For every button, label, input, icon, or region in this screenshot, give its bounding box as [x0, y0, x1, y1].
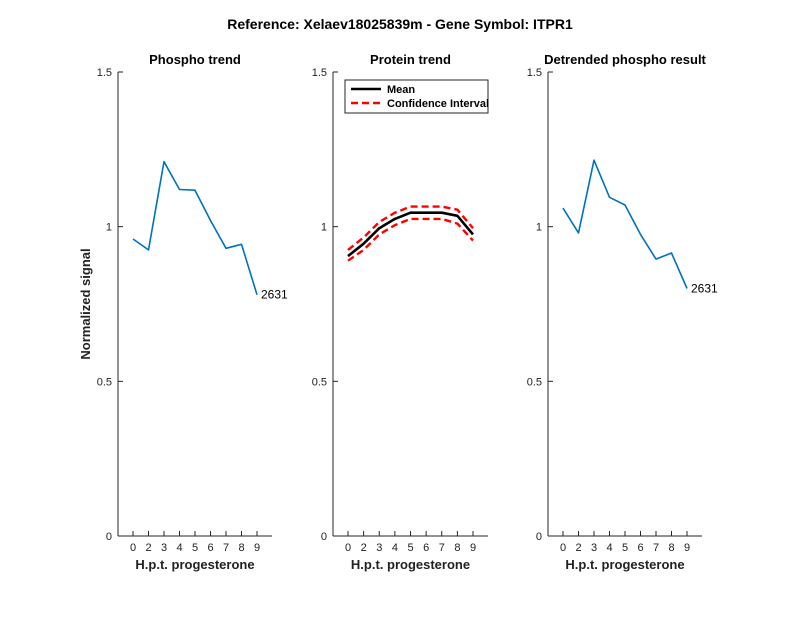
panel-2-x-tick-label: 9 [470, 542, 476, 554]
panel-2-x-tick-label: 0 [345, 542, 351, 554]
panel-1-x-tick-label: 2 [145, 542, 151, 554]
panel-3-x-tick-label: 7 [653, 542, 659, 554]
panel-2-legend-box [344, 79, 489, 114]
panel-2-legend-label-1: Mean [387, 84, 415, 96]
panel-1-x-tick-label: 7 [223, 542, 229, 554]
panel-2-series-1-line [347, 211, 474, 258]
panel-2-x-tick-label: 2 [361, 542, 367, 554]
panel-2-x-axis-label: H.p.t. progesterone [351, 557, 470, 572]
panel-1-y-tick-label: 1.5 [97, 67, 112, 79]
panel-2-legend-label-2: Confidence Interval [387, 98, 489, 110]
panel-1-title: Phospho trend [149, 52, 241, 67]
figure-title: Reference: Xelaev18025839m - Gene Symbol… [227, 16, 573, 32]
panel-3-x-tick-label: 6 [637, 542, 643, 554]
panel-1-y-tick-label: 0 [106, 531, 112, 543]
panel-2-x-tick-label: 7 [439, 542, 445, 554]
panel-2-x-tick-label: 6 [423, 542, 429, 554]
panel-3-x-axis-label: H.p.t. progesterone [565, 557, 684, 572]
panel-3-x-tick-label: 3 [591, 542, 597, 554]
panel-3-y-tick-label: 0.5 [527, 376, 542, 388]
panel-2-x-tick-label: 4 [392, 542, 398, 554]
panel-3-title: Detrended phospho result [544, 52, 706, 67]
panel-2-series-2-line [347, 205, 474, 251]
panel-3-x-tick-label: 4 [606, 542, 612, 554]
panel-3-x-tick-label: 8 [668, 542, 674, 554]
panel-1-y-tick-label: 1 [106, 222, 112, 234]
panel-2-x-tick-label: 3 [376, 542, 382, 554]
panel-1-point-annotation: 2631 [261, 288, 288, 302]
panel-2-x-tick-label: 5 [407, 542, 413, 554]
panel-3-x-tick-label: 5 [622, 542, 628, 554]
panel-2-y-tick-label: 1.5 [312, 67, 327, 79]
panel-2-series-3-line [347, 217, 474, 262]
panel-2-x-tick-label: 8 [454, 542, 460, 554]
panel-1-series-1-line [132, 160, 258, 295]
panel-2-y-tick-label: 0.5 [312, 376, 327, 388]
panel-3-y-tick-label: 1.5 [527, 67, 542, 79]
panel-3-x-tick-label: 2 [575, 542, 581, 554]
panel-1-x-tick-label: 8 [238, 542, 244, 554]
panel-3-y-tick-label: 1 [536, 222, 542, 234]
panel-1-x-tick-label: 5 [192, 542, 198, 554]
panel-2-y-tick-label: 0 [321, 531, 327, 543]
panel-1-x-tick-label: 0 [130, 542, 136, 554]
panel-1-y-axis-label: Normalized signal [78, 248, 93, 359]
panel-3-x-tick-label: 0 [560, 542, 566, 554]
panel-2-y-tick-label: 1 [321, 222, 327, 234]
panel-1-x-tick-label: 9 [254, 542, 260, 554]
panel-3-x-tick-label: 9 [684, 542, 690, 554]
panel-1-x-tick-label: 3 [161, 542, 167, 554]
panel-1-x-axis-label: H.p.t. progesterone [135, 557, 254, 572]
panel-1-x-tick-label: 6 [207, 542, 213, 554]
panel-3-y-tick-label: 0 [536, 531, 542, 543]
panel-3-series-1-line [562, 159, 688, 289]
panel-3-point-annotation: 2631 [691, 282, 718, 296]
panel-1-x-tick-label: 4 [176, 542, 182, 554]
panel-1-y-tick-label: 0.5 [97, 376, 112, 388]
panel-2-title: Protein trend [370, 52, 451, 67]
